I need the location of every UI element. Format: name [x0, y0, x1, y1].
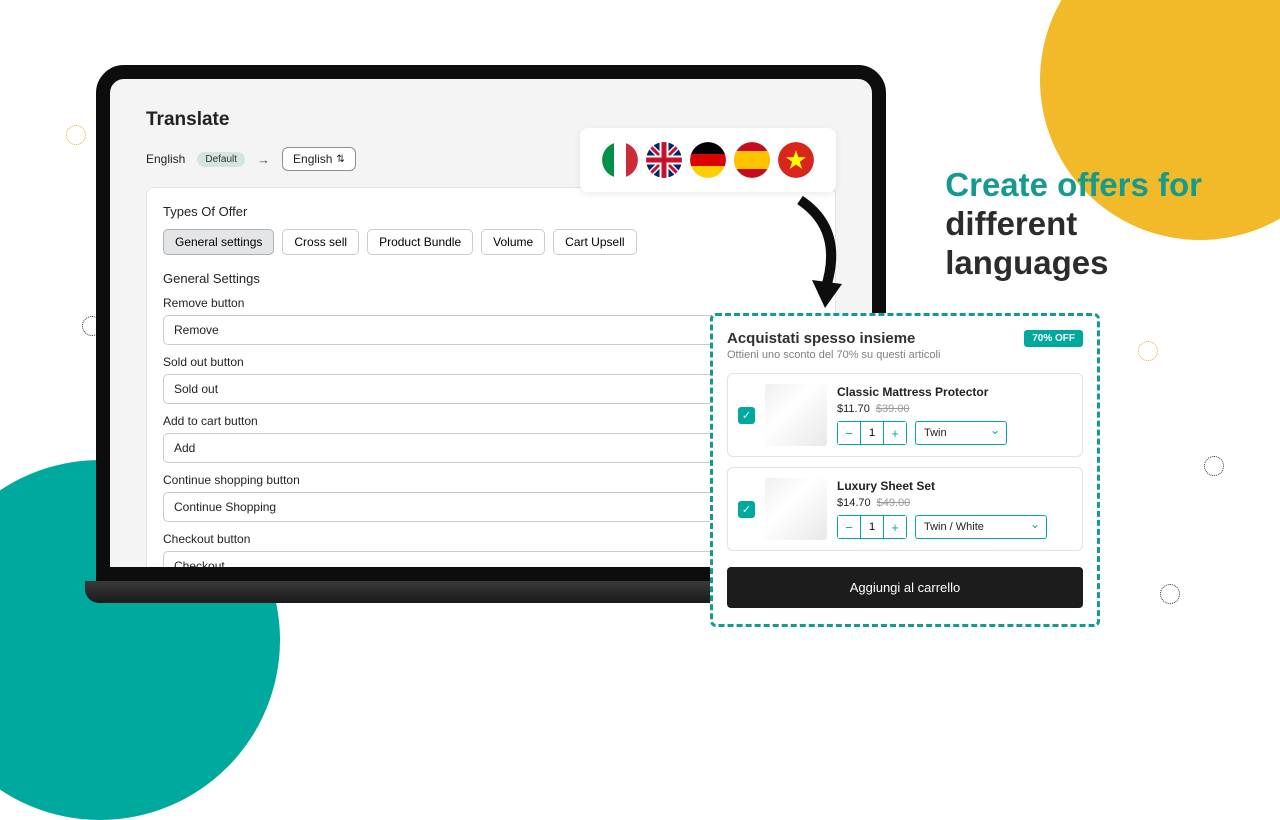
decorative-sun-icon [1138, 341, 1158, 361]
tab-cart-upsell[interactable]: Cart Upsell [553, 229, 636, 255]
flag-germany-icon [690, 142, 726, 178]
variant-select[interactable]: Twin / White [915, 515, 1047, 539]
tab-product-bundle[interactable]: Product Bundle [367, 229, 473, 255]
default-badge: Default [197, 152, 245, 167]
offer-type-tabs: General settings Cross sell Product Bund… [163, 229, 819, 255]
product-price: $14.70 [837, 497, 871, 509]
tab-general-settings[interactable]: General settings [163, 229, 274, 255]
flag-uk-icon [646, 142, 682, 178]
flag-vietnam-icon [778, 142, 814, 178]
product-old-price: $49.00 [877, 497, 911, 509]
product-name: Classic Mattress Protector [837, 385, 1072, 399]
types-label: Types Of Offer [163, 204, 819, 219]
offer-preview-panel: Acquistati spesso insieme 70% OFF Ottien… [710, 313, 1100, 627]
decorative-sun-icon [66, 125, 86, 145]
qty-increase-button[interactable]: + [884, 516, 906, 538]
curved-arrow-icon [790, 190, 860, 320]
quantity-stepper: − 1 + [837, 515, 907, 539]
product-name: Luxury Sheet Set [837, 479, 1072, 493]
product-row: ✓ Luxury Sheet Set $14.70 $49.00 − 1 + T… [727, 467, 1083, 551]
quantity-stepper: − 1 + [837, 421, 907, 445]
offer-title: Acquistati spesso insieme [727, 330, 915, 347]
marketing-headline: Create offers for different languages [945, 166, 1202, 283]
qty-value: 1 [860, 516, 884, 538]
add-to-cart-button[interactable]: Aggiungi al carrello [727, 567, 1083, 608]
general-settings-title: General Settings [163, 271, 819, 286]
product-old-price: $39.00 [876, 403, 910, 415]
qty-value: 1 [860, 422, 884, 444]
arrow-right-icon: → [257, 152, 270, 167]
flag-italy-icon [602, 142, 638, 178]
offer-subtitle: Ottieni uno sconto del 70% su questi art… [727, 349, 1083, 361]
tab-volume[interactable]: Volume [481, 229, 545, 255]
target-language-select[interactable]: English ⇅ [282, 147, 356, 171]
discount-badge: 70% OFF [1024, 330, 1083, 347]
product-checkbox[interactable]: ✓ [738, 407, 755, 424]
decorative-sun-icon [1160, 584, 1180, 604]
language-flags [580, 128, 836, 192]
product-thumbnail [765, 478, 827, 540]
updown-icon: ⇅ [336, 154, 344, 165]
source-language: English [146, 152, 185, 166]
product-row: ✓ Classic Mattress Protector $11.70 $39.… [727, 373, 1083, 457]
qty-decrease-button[interactable]: − [838, 422, 860, 444]
flag-spain-icon [734, 142, 770, 178]
product-checkbox[interactable]: ✓ [738, 501, 755, 518]
variant-select[interactable]: Twin [915, 421, 1007, 445]
product-thumbnail [765, 384, 827, 446]
decorative-sun-icon [1204, 456, 1224, 476]
product-price: $11.70 [837, 403, 870, 415]
field-label: Remove button [163, 296, 819, 310]
tab-cross-sell[interactable]: Cross sell [282, 229, 359, 255]
qty-decrease-button[interactable]: − [838, 516, 860, 538]
qty-increase-button[interactable]: + [884, 422, 906, 444]
